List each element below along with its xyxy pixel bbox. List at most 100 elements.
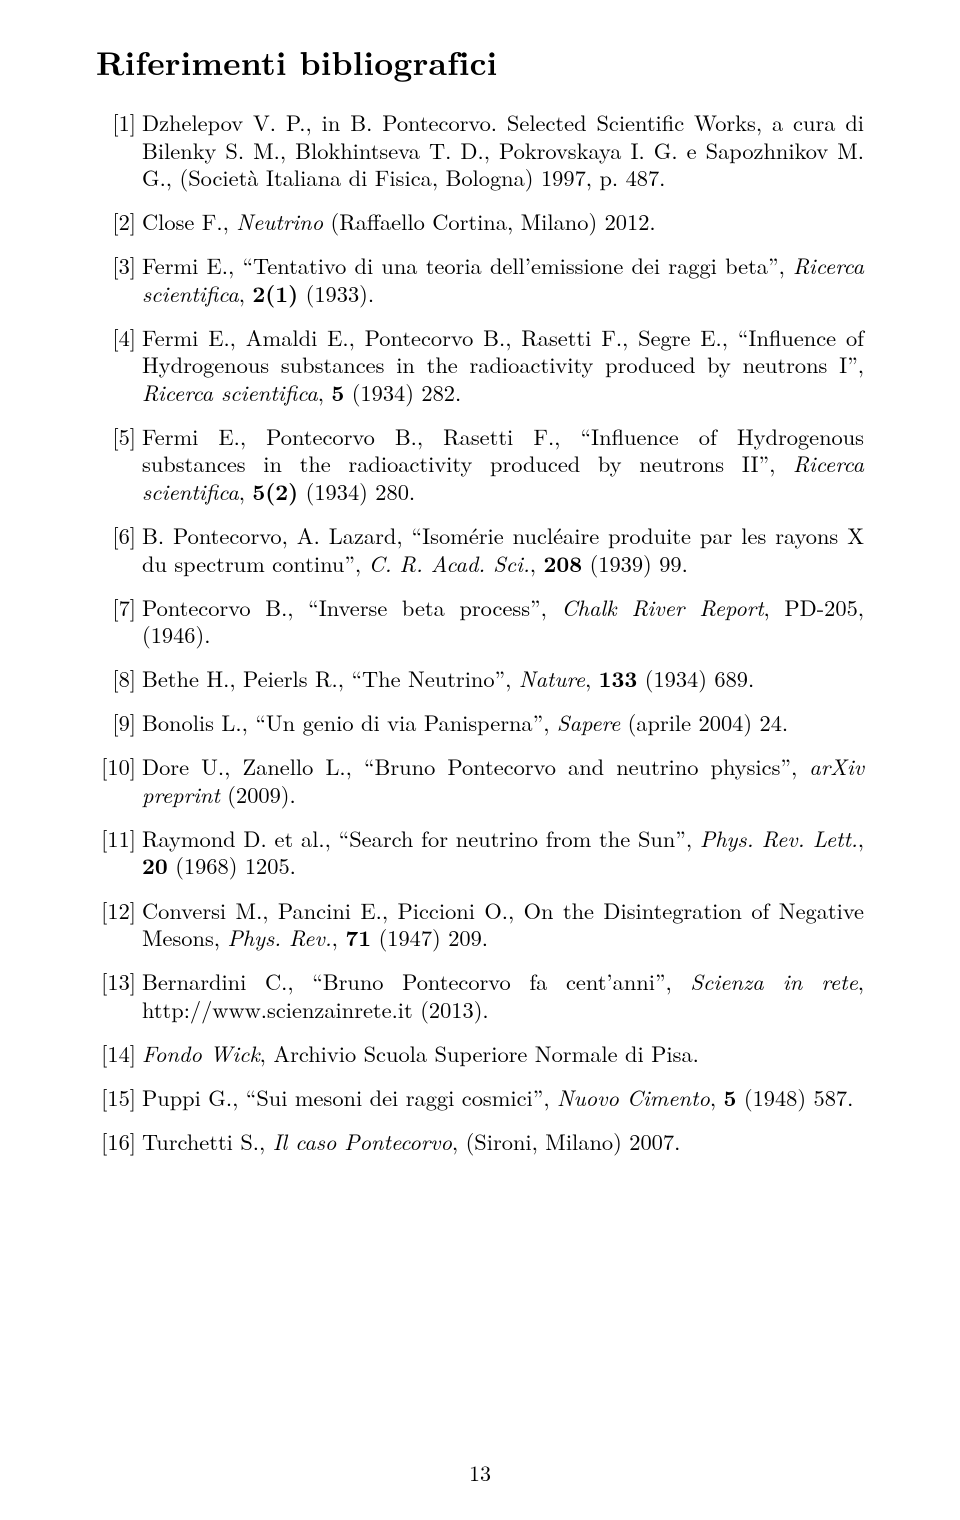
text-run: Fermi E., Amaldi E., Pontecorvo B., Rase…: [142, 322, 864, 381]
bibliography-item-text: Close F., Neutrino (Raffaello Cortina, M…: [142, 206, 656, 237]
bibliography-item-text: Raymond D. et al., “Search for neutrino …: [142, 823, 864, 882]
text-run: (1968) 1205.: [168, 850, 296, 881]
text-run: 2(1): [252, 277, 298, 309]
bibliography-item-text: B. Pontecorvo, A. Lazard, “Isomérie nucl…: [142, 520, 864, 579]
text-run: Dzhelepov V. P., in B. Pontecorvo. Selec…: [142, 107, 864, 193]
bibliography-item-text: Bernardini C., “Bruno Pontecorvo fa cent…: [142, 966, 864, 1025]
text-run: Nuovo Cimento: [557, 1082, 710, 1113]
bibliography-item: [14]Fondo Wick, Archivio Scuola Superior…: [96, 1040, 864, 1068]
bibliography-item-number: [6]: [96, 522, 136, 550]
bibliography-item: [6]B. Pontecorvo, A. Lazard, “Isomérie n…: [96, 522, 864, 577]
bibliography-item-number: [14]: [96, 1040, 136, 1068]
bibliography-item: [11]Raymond D. et al., “Search for neutr…: [96, 825, 864, 880]
bibliography-item-number: [12]: [96, 897, 136, 925]
text-run: , Archivio Scuola Superiore Normale di P…: [260, 1038, 699, 1069]
text-run: ,: [239, 278, 253, 309]
bibliography-item: [15]Puppi G., “Sui mesoni dei raggi cosm…: [96, 1084, 864, 1112]
text-run: (1948) 587.: [736, 1082, 853, 1113]
bibliography-item: [13]Bernardini C., “Bruno Pontecorvo fa …: [96, 968, 864, 1023]
text-run: (Raffaello Cortina, Milano) 2012.: [323, 206, 656, 237]
bibliography-item-number: [11]: [96, 825, 136, 853]
bibliography-item-text: Dzhelepov V. P., in B. Pontecorvo. Selec…: [142, 107, 864, 193]
text-run: (1947) 209.: [371, 922, 488, 953]
text-run: , (Sironi, Milano) 2007.: [452, 1126, 680, 1157]
text-run: (1934) 282.: [344, 377, 461, 408]
text-run: ,: [332, 922, 346, 953]
text-run: ,: [710, 1082, 724, 1113]
text-run: ,: [585, 663, 599, 694]
page-number: 13: [0, 1457, 960, 1488]
text-run: Sapere: [557, 707, 620, 738]
bibliography-item-number: [3]: [96, 252, 136, 280]
bibliography-item-number: [9]: [96, 709, 136, 737]
text-run: 5: [724, 1081, 737, 1113]
text-run: Dore U., Zanello L., “Bruno Pontecorvo a…: [142, 751, 809, 782]
text-run: Phys. Rev. Lett.: [700, 823, 858, 854]
text-run: Fermi E., Pontecorvo B., Rasetti F., “In…: [142, 421, 864, 480]
bibliography-list: [1]Dzhelepov V. P., in B. Pontecorvo. Se…: [96, 109, 864, 1155]
bibliography-item-number: [4]: [96, 324, 136, 352]
bibliography-item-number: [16]: [96, 1128, 136, 1156]
bibliography-item-text: Fermi E., Amaldi E., Pontecorvo B., Rase…: [142, 322, 864, 408]
text-run: Phys. Rev.: [227, 922, 331, 953]
bibliography-item-text: Dore U., Zanello L., “Bruno Pontecorvo a…: [142, 751, 864, 810]
text-run: 133: [599, 662, 638, 694]
text-run: (1939) 99.: [582, 548, 688, 579]
bibliography-item: [4]Fermi E., Amaldi E., Pontecorvo B., R…: [96, 324, 864, 407]
text-run: ,: [239, 476, 253, 507]
text-run: (1934) 689.: [637, 663, 754, 694]
bibliography-item: [5]Fermi E., Pontecorvo B., Rasetti F., …: [96, 423, 864, 506]
bibliography-item: [10]Dore U., Zanello L., “Bruno Pontecor…: [96, 753, 864, 808]
bibliography-item-number: [8]: [96, 665, 136, 693]
bibliography-item-number: [1]: [96, 109, 136, 137]
text-run: Neutrino: [236, 206, 323, 237]
bibliography-item-text: Fermi E., Pontecorvo B., Rasetti F., “In…: [142, 421, 864, 507]
text-run: (2009).: [220, 779, 296, 810]
text-run: Turchetti S.,: [142, 1126, 273, 1157]
text-run: C. R. Acad. Sci.: [369, 548, 530, 579]
text-run: 5(2): [252, 475, 298, 507]
text-run: Fondo Wick: [142, 1038, 260, 1069]
bibliography-item: [8]Bethe H., Peierls R., “The Neutrino”,…: [96, 665, 864, 693]
section-title: Riferimenti bibliografici: [96, 38, 864, 85]
bibliography-item: [2]Close F., Neutrino (Raffaello Cortina…: [96, 208, 864, 236]
text-run: 20: [142, 849, 168, 881]
text-run: 71: [345, 921, 371, 953]
bibliography-item-text: Conversi M., Pancini E., Piccioni O., On…: [142, 895, 864, 954]
bibliography-item: [16]Turchetti S., Il caso Pontecorvo, (S…: [96, 1128, 864, 1156]
bibliography-item: [9]Bonolis L., “Un genio di via Panisper…: [96, 709, 864, 737]
text-run: Puppi G., “Sui mesoni dei raggi cosmici”…: [142, 1082, 557, 1113]
text-run: (1933).: [298, 278, 374, 309]
bibliography-item-text: Puppi G., “Sui mesoni dei raggi cosmici”…: [142, 1082, 853, 1113]
text-run: Nature: [519, 663, 585, 694]
bibliography-item: [3]Fermi E., “Tentativo di una teoria de…: [96, 252, 864, 307]
text-run: 5: [331, 376, 344, 408]
bibliography-item-text: Turchetti S., Il caso Pontecorvo, (Siron…: [142, 1126, 680, 1157]
text-run: Ricerca scientifica: [142, 377, 318, 408]
text-run: Close F.,: [142, 206, 236, 237]
text-run: Scienza in rete: [690, 966, 857, 997]
bibliography-item-number: [10]: [96, 753, 136, 781]
text-run: Bonolis L., “Un genio di via Panisperna”…: [142, 707, 557, 738]
text-run: ,: [318, 377, 332, 408]
bibliography-item-number: [5]: [96, 423, 136, 451]
text-run: Chalk River Report: [561, 592, 763, 623]
text-run: ,: [530, 548, 544, 579]
text-run: (1934) 280.: [298, 476, 415, 507]
text-run: Il caso Pontecorvo: [273, 1126, 452, 1157]
text-run: ,: [858, 823, 864, 854]
bibliography-item-number: [7]: [96, 594, 136, 622]
text-run: (aprile 2004) 24.: [620, 707, 788, 738]
bibliography-item-text: Bethe H., Peierls R., “The Neutrino”, Na…: [142, 663, 754, 694]
bibliography-item-number: [15]: [96, 1084, 136, 1112]
bibliography-item-text: Pontecorvo B., “Inverse beta process”, C…: [142, 592, 864, 651]
text-run: Bernardini C., “Bruno Pontecorvo fa cent…: [142, 966, 690, 997]
text-run: 208: [543, 547, 582, 579]
page: Riferimenti bibliografici [1]Dzhelepov V…: [0, 0, 960, 1520]
text-run: Pontecorvo B., “Inverse beta process”,: [142, 592, 561, 623]
text-run: Bethe H., Peierls R., “The Neutrino”,: [142, 663, 519, 694]
bibliography-item-text: Fermi E., “Tentativo di una teoria dell’…: [142, 250, 864, 309]
bibliography-item-number: [2]: [96, 208, 136, 236]
bibliography-item: [7]Pontecorvo B., “Inverse beta process”…: [96, 594, 864, 649]
bibliography-item: [1]Dzhelepov V. P., in B. Pontecorvo. Se…: [96, 109, 864, 192]
